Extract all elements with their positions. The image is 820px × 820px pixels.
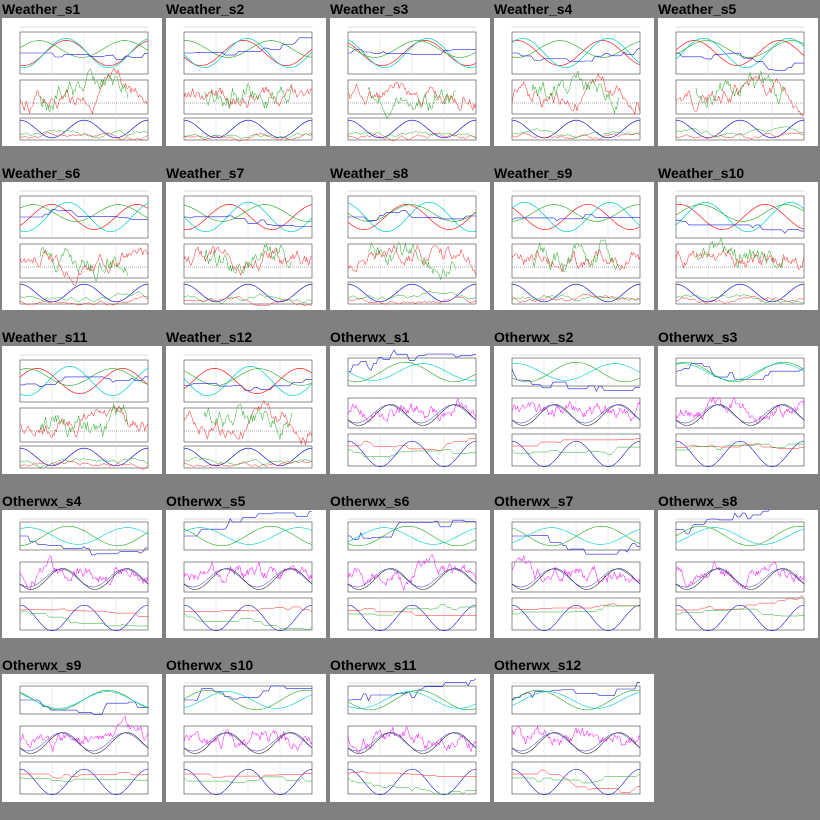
weather-plot-thumbnail xyxy=(511,518,641,632)
thumbnail-tile[interactable]: Weather_s3 xyxy=(328,0,492,164)
thumbnail-title[interactable]: Weather_s10 xyxy=(658,165,745,181)
weather-plot-thumbnail xyxy=(183,354,313,469)
thumbnail-title[interactable]: Weather_s9 xyxy=(494,165,573,181)
thumbnail-image[interactable] xyxy=(2,182,162,310)
thumbnail-tile[interactable]: Otherwx_s5 xyxy=(164,492,328,656)
thumbnail-tile[interactable]: Otherwx_s6 xyxy=(328,492,492,656)
thumbnail-image[interactable] xyxy=(494,674,654,802)
weather-plot-thumbnail xyxy=(511,682,641,796)
thumbnail-tile[interactable]: Otherwx_s4 xyxy=(0,492,164,656)
weather-plot-thumbnail xyxy=(347,678,477,796)
thumbnail-image[interactable] xyxy=(494,182,654,310)
thumbnail-title[interactable]: Otherwx_s10 xyxy=(166,657,254,673)
thumbnail-title[interactable]: Weather_s11 xyxy=(2,329,88,345)
weather-plot-thumbnail xyxy=(511,190,641,305)
weather-plot-thumbnail xyxy=(675,26,805,141)
thumbnail-image[interactable] xyxy=(166,182,326,310)
thumbnail-title[interactable]: Otherwx_s4 xyxy=(2,493,82,509)
thumbnail-tile[interactable]: Weather_s12 xyxy=(164,328,328,492)
weather-plot-thumbnail xyxy=(183,682,313,796)
thumbnail-image[interactable] xyxy=(330,346,490,474)
thumbnail-title[interactable]: Weather_s6 xyxy=(2,165,81,181)
weather-plot-thumbnail xyxy=(19,190,149,306)
thumbnail-title[interactable]: Otherwx_s8 xyxy=(658,493,738,509)
thumbnail-image[interactable] xyxy=(166,18,326,146)
thumbnail-image[interactable] xyxy=(166,510,326,638)
thumbnail-title[interactable]: Otherwx_s6 xyxy=(330,493,410,509)
thumbnail-image[interactable] xyxy=(330,510,490,638)
thumbnail-image[interactable] xyxy=(2,346,162,474)
thumbnail-image[interactable] xyxy=(658,346,818,474)
thumbnail-title[interactable]: Weather_s2 xyxy=(166,1,245,17)
thumbnail-image[interactable] xyxy=(330,182,490,310)
thumbnail-title[interactable]: Weather_s4 xyxy=(494,1,573,17)
weather-plot-thumbnail xyxy=(675,510,805,632)
thumbnail-title[interactable]: Otherwx_s11 xyxy=(330,657,417,673)
weather-plot-thumbnail xyxy=(183,26,313,142)
weather-plot-thumbnail xyxy=(347,518,477,632)
thumbnail-tile[interactable]: Otherwx_s3 xyxy=(656,328,820,492)
thumbnail-title[interactable]: Otherwx_s1 xyxy=(330,329,410,345)
weather-plot-thumbnail xyxy=(19,26,149,141)
thumbnail-title[interactable]: Otherwx_s9 xyxy=(2,657,82,673)
weather-plot-thumbnail xyxy=(347,190,477,305)
thumbnail-title[interactable]: Weather_s8 xyxy=(330,165,409,181)
thumbnail-tile[interactable]: Otherwx_s12 xyxy=(492,656,656,820)
weather-plot-thumbnail xyxy=(19,682,149,796)
thumbnail-title[interactable]: Otherwx_s2 xyxy=(494,329,574,345)
thumbnail-image[interactable] xyxy=(2,674,162,802)
thumbnail-tile[interactable]: Weather_s5 xyxy=(656,0,820,164)
thumbnail-image[interactable] xyxy=(658,182,818,310)
thumbnail-image[interactable] xyxy=(330,674,490,802)
thumbnail-title[interactable]: Otherwx_s3 xyxy=(658,329,738,345)
weather-plot-thumbnail xyxy=(19,518,149,632)
thumbnail-image[interactable] xyxy=(166,346,326,474)
thumbnail-tile[interactable]: Weather_s10 xyxy=(656,164,820,328)
thumbnail-title[interactable]: Weather_s3 xyxy=(330,1,409,17)
thumbnail-image[interactable] xyxy=(658,18,818,146)
thumbnail-tile[interactable]: Otherwx_s8 xyxy=(656,492,820,656)
thumbnail-tile[interactable]: Otherwx_s10 xyxy=(164,656,328,820)
thumbnail-image[interactable] xyxy=(494,346,654,474)
thumbnail-image[interactable] xyxy=(658,510,818,638)
thumbnail-title[interactable]: Weather_s12 xyxy=(166,329,253,345)
thumbnail-image[interactable] xyxy=(330,18,490,146)
weather-plot-thumbnail xyxy=(347,349,477,468)
thumbnail-title[interactable]: Weather_s7 xyxy=(166,165,245,181)
weather-plot-thumbnail xyxy=(183,190,313,307)
weather-plot-thumbnail xyxy=(183,511,313,632)
thumbnail-tile[interactable]: Otherwx_s9 xyxy=(0,656,164,820)
thumbnail-tile[interactable]: Weather_s2 xyxy=(164,0,328,164)
thumbnail-tile[interactable]: Weather_s9 xyxy=(492,164,656,328)
weather-plot-thumbnail xyxy=(675,190,805,305)
thumbnail-title[interactable]: Weather_s5 xyxy=(658,1,737,17)
thumbnail-tile[interactable]: Otherwx_s2 xyxy=(492,328,656,492)
weather-plot-thumbnail xyxy=(675,354,805,468)
thumbnail-tile[interactable]: Weather_s1 xyxy=(0,0,164,164)
thumbnail-image[interactable] xyxy=(494,510,654,638)
thumbnail-tile[interactable]: Otherwx_s1 xyxy=(328,328,492,492)
thumbnail-image[interactable] xyxy=(2,510,162,638)
thumbnail-tile[interactable]: Weather_s11 xyxy=(0,328,164,492)
weather-plot-thumbnail xyxy=(347,26,477,142)
thumbnail-image[interactable] xyxy=(2,18,162,146)
thumbnail-tile[interactable]: Weather_s8 xyxy=(328,164,492,328)
thumbnail-tile[interactable]: Otherwx_s11 xyxy=(328,656,492,820)
weather-plot-thumbnail xyxy=(511,354,641,468)
thumbnail-tile[interactable]: Weather_s6 xyxy=(0,164,164,328)
thumbnail-title[interactable]: Otherwx_s5 xyxy=(166,493,246,509)
thumbnail-title[interactable]: Otherwx_s12 xyxy=(494,657,582,673)
thumbnail-image[interactable] xyxy=(166,674,326,802)
thumbnail-title[interactable]: Weather_s1 xyxy=(2,1,81,17)
thumbnail-image[interactable] xyxy=(494,18,654,146)
thumbnail-tile[interactable]: Weather_s4 xyxy=(492,0,656,164)
thumbnail-tile[interactable]: Weather_s7 xyxy=(164,164,328,328)
thumbnail-tile[interactable]: Otherwx_s7 xyxy=(492,492,656,656)
weather-plot-thumbnail xyxy=(19,354,149,470)
thumbnail-title[interactable]: Otherwx_s7 xyxy=(494,493,574,509)
weather-plot-thumbnail xyxy=(511,26,641,141)
